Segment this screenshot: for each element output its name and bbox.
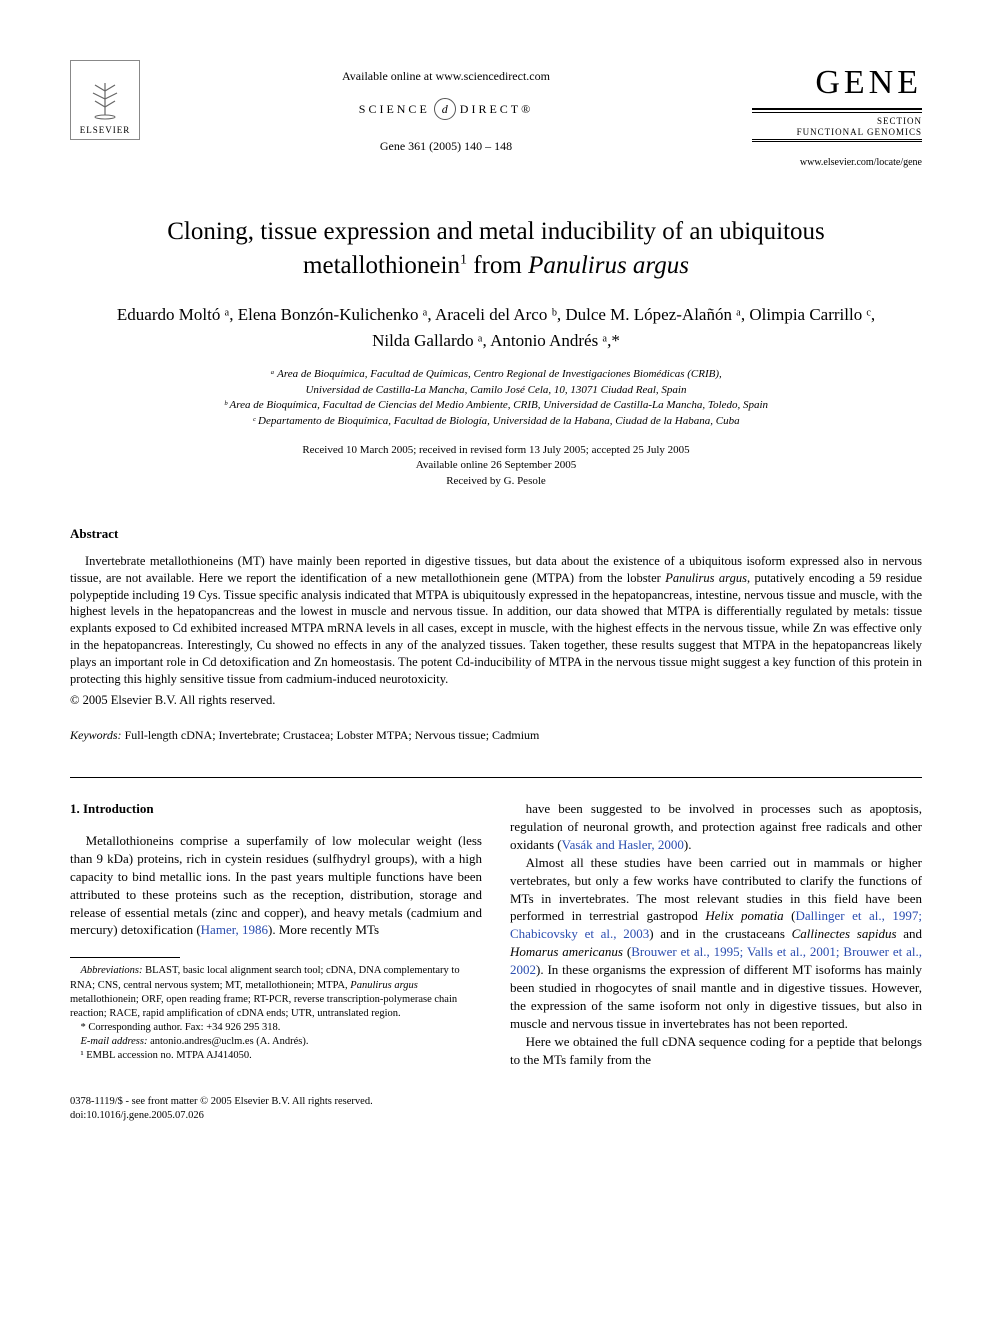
- article-title: Cloning, tissue expression and metal ind…: [110, 215, 882, 283]
- right-column: have been suggested to be involved in pr…: [510, 800, 922, 1069]
- intro-p3: Almost all these studies have been carri…: [510, 854, 922, 1033]
- footnote-rule: [70, 957, 180, 958]
- elsevier-label: ELSEVIER: [80, 124, 131, 136]
- sciencedirect-logo: SCIENCE d DIRECT®: [359, 98, 533, 120]
- elsevier-logo: ELSEVIER: [70, 60, 140, 140]
- footnote-accession: ¹ EMBL accession no. MTPA AJ414050.: [70, 1049, 482, 1063]
- intro-p4: Here we obtained the full cDNA sequence …: [510, 1033, 922, 1069]
- sd-at-icon: d: [434, 98, 456, 120]
- footer-left: 0378-1119/$ - see front matter © 2005 El…: [70, 1095, 373, 1122]
- keywords: Keywords: Full-length cDNA; Invertebrate…: [70, 727, 922, 743]
- sd-right: DIRECT®: [460, 101, 533, 117]
- page-header: ELSEVIER Available online at www.science…: [70, 60, 922, 170]
- abstract-body: Invertebrate metallothioneins (MT) have …: [70, 553, 922, 688]
- footnote-corr: * Corresponding author. Fax: +34 926 295…: [70, 1021, 482, 1035]
- affiliations: ᵃ Area de Bioquímica, Facultad de Químic…: [70, 367, 922, 429]
- abstract-heading: Abstract: [70, 525, 922, 543]
- ref-link-hamer[interactable]: Hamer, 1986: [201, 922, 268, 937]
- intro-p1: Metallothioneins comprise a superfamily …: [70, 832, 482, 940]
- authors-line: Eduardo Moltó ᵃ, Elena Bonzón-Kulichenko…: [100, 302, 892, 353]
- section-divider: [70, 777, 922, 778]
- ref-link-vasak[interactable]: Vasák and Hasler, 2000: [562, 837, 684, 852]
- sd-left: SCIENCE: [359, 101, 430, 117]
- elsevier-tree-icon: [80, 74, 130, 124]
- abstract-copyright: © 2005 Elsevier B.V. All rights reserved…: [70, 692, 922, 709]
- citation-text: Gene 361 (2005) 140 – 148: [140, 138, 752, 154]
- keywords-label: Keywords:: [70, 728, 122, 742]
- footnote-email: E-mail address: antonio.andres@uclm.es (…: [70, 1035, 482, 1049]
- intro-heading: 1. Introduction: [70, 800, 482, 818]
- left-column: 1. Introduction Metallothioneins compris…: [70, 800, 482, 1069]
- footnotes: Abbreviations: BLAST, basic local alignm…: [70, 964, 482, 1063]
- journal-url: www.elsevier.com/locate/gene: [752, 156, 922, 170]
- center-header: Available online at www.sciencedirect.co…: [140, 60, 752, 154]
- footnote-abbr: Abbreviations: BLAST, basic local alignm…: [70, 964, 482, 1021]
- keywords-text: Full-length cDNA; Invertebrate; Crustace…: [122, 728, 540, 742]
- available-online-text: Available online at www.sciencedirect.co…: [140, 68, 752, 84]
- journal-box: GENE SECTION FUNCTIONAL GENOMICS www.els…: [752, 60, 922, 170]
- intro-p2: have been suggested to be involved in pr…: [510, 800, 922, 854]
- page-footer: 0378-1119/$ - see front matter © 2005 El…: [70, 1095, 922, 1122]
- journal-section: SECTION FUNCTIONAL GENOMICS: [752, 114, 922, 140]
- journal-title: GENE: [752, 60, 922, 106]
- article-dates: Received 10 March 2005; received in revi…: [70, 443, 922, 489]
- body-columns: 1. Introduction Metallothioneins compris…: [70, 800, 922, 1069]
